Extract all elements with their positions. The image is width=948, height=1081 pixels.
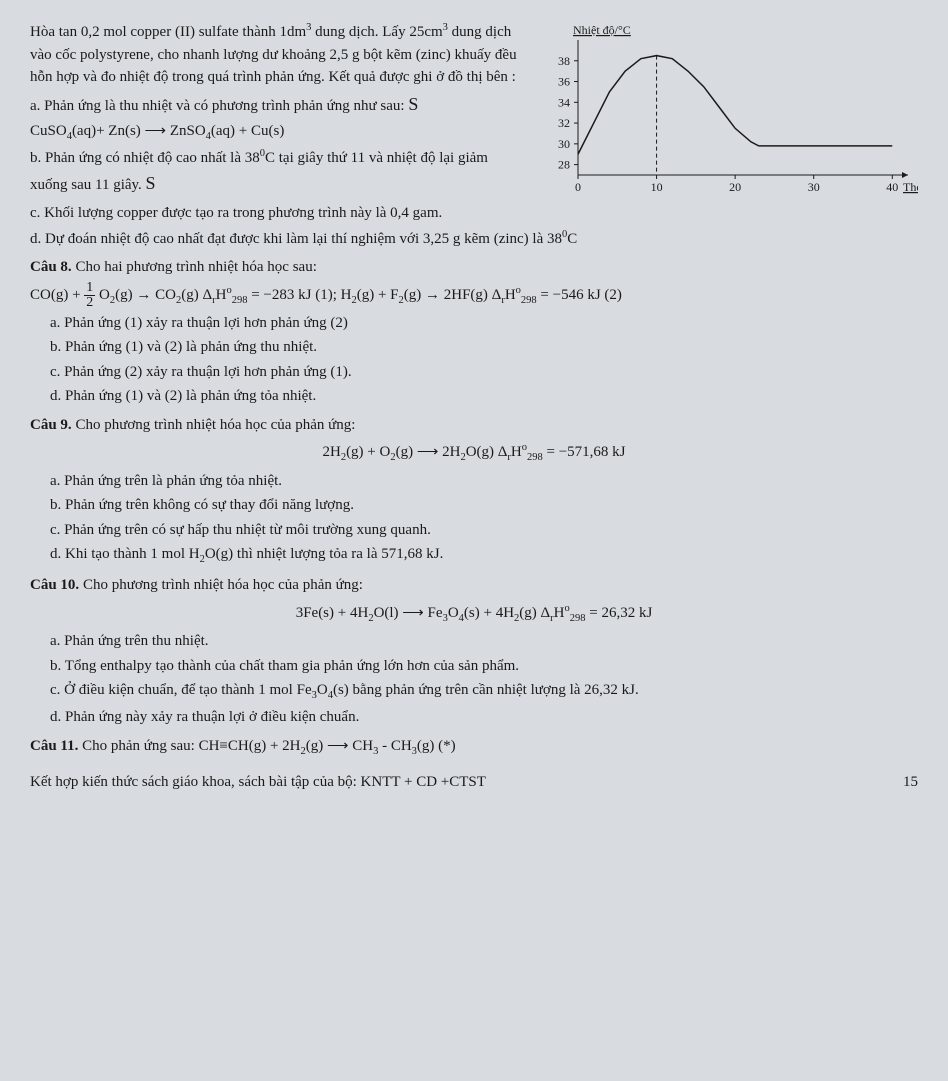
svg-text:30: 30 — [558, 137, 570, 151]
svg-text:Nhiệt độ/°C: Nhiệt độ/°C — [573, 23, 631, 37]
svg-text:32: 32 — [558, 116, 570, 130]
q9-a: a. Phản ứng trên là phản ứng tỏa nhiệt. — [50, 470, 918, 493]
q7-equation: CuSO4(aq)+ Zn(s) ⟶ ZnSO4(aq) + Cu(s) — [30, 120, 523, 145]
q7-option-d: d. Dự đoán nhiệt độ cao nhất đạt được kh… — [30, 227, 918, 251]
q10-c: c. Ở điều kiện chuẩn, để tạo thành 1 mol… — [50, 679, 918, 704]
q9-title: Câu 9. Cho phương trình nhiệt hóa học củ… — [30, 414, 918, 437]
q8-equation: CO(g) + 12 O2(g) → CO2(g) ΔrHo298 = −283… — [30, 281, 918, 310]
svg-text:10: 10 — [651, 180, 663, 194]
q10-d: d. Phản ứng này xảy ra thuận lợi ở điều … — [50, 706, 918, 729]
page-number: 15 — [903, 771, 918, 794]
svg-text:30: 30 — [808, 180, 820, 194]
svg-text:34: 34 — [558, 95, 570, 109]
hand-mark-s2: S — [146, 173, 156, 193]
intro-line2: dung dịch. Lấy 25cm — [315, 24, 442, 40]
q7-option-a: a. Phản ứng là thu nhiệt và có phương tr… — [30, 91, 523, 118]
document-content: Hòa tan 0,2 mol copper (II) sulfate thàn… — [30, 20, 918, 794]
intro-line1: Hòa tan 0,2 mol copper (II) sulfate thàn… — [30, 24, 306, 40]
q10-b: b. Tổng enthalpy tạo thành của chất tham… — [50, 655, 918, 678]
svg-text:0: 0 — [575, 180, 581, 194]
q8-b: b. Phản ứng (1) và (2) là phản ứng thu n… — [50, 336, 918, 359]
q9-c: c. Phản ứng trên có sự hấp thu nhiệt từ … — [50, 519, 918, 542]
q10-a: a. Phản ứng trên thu nhiệt. — [50, 630, 918, 653]
q9-d: d. Khi tạo thành 1 mol H2O(g) thì nhiệt … — [50, 543, 918, 568]
svg-text:20: 20 — [729, 180, 741, 194]
q10-title: Câu 10. Cho phương trình nhiệt hóa học c… — [30, 574, 918, 597]
q11-title: Câu 11. Cho phản ứng sau: CH≡CH(g) + 2H2… — [30, 735, 918, 760]
q10-equation: 3Fe(s) + 4H2O(l) ⟶ Fe3O4(s) + 4H2(g) ΔrH… — [30, 601, 918, 627]
q9-equation: 2H2(g) + O2(g) ⟶ 2H2O(g) ΔrHo298 = −571,… — [30, 440, 918, 466]
svg-text:28: 28 — [558, 158, 570, 172]
q8-d: d. Phản ứng (1) và (2) là phản ứng tỏa n… — [50, 385, 918, 408]
temperature-chart: Nhiệt độ/°C 28 30 32 34 36 38 0 10 20 30 40 Thời gia… — [538, 20, 918, 200]
q9-b: b. Phản ứng trên không có sự thay đổi nă… — [50, 494, 918, 517]
q9-options: a. Phản ứng trên là phản ứng tỏa nhiệt. … — [50, 470, 918, 568]
q8-a: a. Phản ứng (1) xảy ra thuận lợi hơn phả… — [50, 312, 918, 335]
footer: Kết hợp kiến thức sách giáo khoa, sách b… — [30, 771, 918, 794]
q7-option-b: b. Phản ứng có nhiệt độ cao nhất là 380C… — [30, 146, 523, 197]
svg-text:Thời gian/s: Thời gian/s — [903, 180, 918, 194]
footer-text: Kết hợp kiến thức sách giáo khoa, sách b… — [30, 771, 486, 794]
q8-title: Câu 8. Cho hai phương trình nhiệt hóa họ… — [30, 256, 918, 279]
svg-text:40: 40 — [886, 180, 898, 194]
svg-text:38: 38 — [558, 54, 570, 68]
q8-c: c. Phản ứng (2) xảy ra thuận lợi hơn phả… — [50, 361, 918, 384]
chart-svg: Nhiệt độ/°C 28 30 32 34 36 38 0 10 20 30 40 Thời gia… — [538, 20, 918, 200]
intro-text: Hòa tan 0,2 mol copper (II) sulfate thàn… — [30, 20, 523, 200]
q8-options: a. Phản ứng (1) xảy ra thuận lợi hơn phả… — [50, 312, 918, 408]
q7-option-c: c. Khối lượng copper được tạo ra trong p… — [30, 202, 918, 225]
q10-options: a. Phản ứng trên thu nhiệt. b. Tổng enth… — [50, 630, 918, 728]
svg-text:36: 36 — [558, 75, 570, 89]
intro-section: Hòa tan 0,2 mol copper (II) sulfate thàn… — [30, 20, 918, 200]
hand-mark-s: S — [408, 94, 418, 114]
